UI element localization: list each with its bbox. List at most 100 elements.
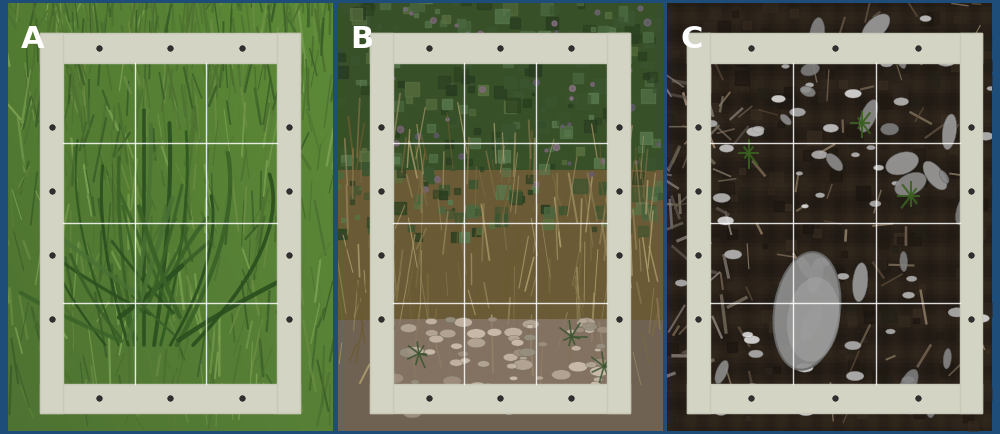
Ellipse shape — [713, 193, 730, 202]
Ellipse shape — [816, 193, 825, 197]
Ellipse shape — [978, 132, 993, 140]
Ellipse shape — [790, 108, 805, 116]
Bar — [687, 33, 982, 63]
Ellipse shape — [894, 98, 909, 105]
Ellipse shape — [384, 396, 396, 401]
Bar — [370, 384, 630, 414]
Ellipse shape — [586, 362, 597, 368]
Ellipse shape — [478, 361, 490, 367]
Ellipse shape — [451, 343, 462, 349]
Ellipse shape — [578, 402, 595, 411]
Ellipse shape — [886, 329, 895, 334]
Ellipse shape — [567, 329, 574, 333]
Ellipse shape — [773, 252, 840, 370]
Ellipse shape — [911, 392, 926, 399]
Ellipse shape — [400, 324, 417, 332]
Ellipse shape — [900, 251, 907, 272]
Ellipse shape — [987, 86, 995, 91]
Ellipse shape — [852, 55, 859, 59]
Ellipse shape — [467, 329, 486, 339]
Ellipse shape — [845, 89, 861, 98]
Ellipse shape — [407, 347, 424, 355]
Ellipse shape — [969, 156, 978, 161]
Ellipse shape — [900, 37, 913, 43]
Ellipse shape — [846, 372, 864, 381]
Ellipse shape — [371, 358, 390, 368]
Bar — [687, 33, 710, 414]
Ellipse shape — [809, 17, 825, 58]
Ellipse shape — [450, 359, 463, 366]
Ellipse shape — [826, 154, 843, 171]
Ellipse shape — [897, 369, 918, 402]
Ellipse shape — [385, 373, 404, 383]
Ellipse shape — [575, 327, 584, 332]
Bar — [40, 33, 300, 63]
Ellipse shape — [886, 152, 919, 175]
Ellipse shape — [920, 16, 931, 22]
Ellipse shape — [569, 399, 582, 405]
Ellipse shape — [403, 408, 421, 418]
Ellipse shape — [595, 372, 605, 378]
Ellipse shape — [937, 57, 955, 66]
Ellipse shape — [509, 376, 518, 381]
Ellipse shape — [472, 404, 484, 410]
Ellipse shape — [519, 348, 535, 357]
Ellipse shape — [695, 226, 706, 232]
Ellipse shape — [440, 329, 456, 338]
Text: B: B — [351, 25, 374, 54]
Ellipse shape — [504, 328, 523, 337]
Bar — [687, 384, 982, 414]
Ellipse shape — [896, 39, 913, 48]
Ellipse shape — [940, 33, 957, 43]
Ellipse shape — [939, 171, 949, 183]
Ellipse shape — [805, 83, 814, 87]
Ellipse shape — [798, 407, 814, 416]
Ellipse shape — [569, 393, 589, 403]
Ellipse shape — [845, 341, 861, 350]
Ellipse shape — [536, 376, 543, 380]
Ellipse shape — [747, 127, 764, 136]
Ellipse shape — [787, 277, 840, 362]
Ellipse shape — [724, 250, 742, 259]
Ellipse shape — [584, 386, 604, 396]
Ellipse shape — [568, 362, 588, 372]
Ellipse shape — [565, 390, 577, 396]
Ellipse shape — [443, 376, 462, 386]
Ellipse shape — [859, 100, 878, 132]
Ellipse shape — [519, 356, 527, 361]
Ellipse shape — [582, 323, 597, 331]
Ellipse shape — [483, 383, 493, 388]
Bar — [277, 33, 300, 414]
Ellipse shape — [458, 351, 468, 357]
Ellipse shape — [902, 377, 915, 383]
Ellipse shape — [596, 344, 606, 349]
Ellipse shape — [923, 161, 947, 190]
Ellipse shape — [454, 318, 472, 327]
Ellipse shape — [870, 201, 881, 207]
Ellipse shape — [955, 192, 973, 225]
Ellipse shape — [425, 330, 438, 336]
Ellipse shape — [796, 363, 813, 372]
Ellipse shape — [579, 319, 588, 323]
Ellipse shape — [719, 145, 734, 152]
Ellipse shape — [513, 360, 533, 370]
Ellipse shape — [906, 276, 917, 282]
Ellipse shape — [511, 339, 524, 346]
Ellipse shape — [801, 306, 822, 341]
Ellipse shape — [526, 325, 534, 329]
Ellipse shape — [507, 363, 517, 369]
Ellipse shape — [374, 326, 390, 333]
Text: A: A — [21, 25, 45, 54]
Ellipse shape — [608, 401, 617, 405]
Ellipse shape — [943, 349, 951, 369]
Ellipse shape — [881, 123, 899, 135]
Bar — [40, 33, 63, 414]
Ellipse shape — [552, 370, 571, 380]
Ellipse shape — [749, 350, 763, 358]
Ellipse shape — [796, 171, 803, 175]
Ellipse shape — [591, 381, 600, 386]
Ellipse shape — [524, 334, 536, 341]
Ellipse shape — [812, 151, 827, 159]
Ellipse shape — [946, 398, 955, 402]
Ellipse shape — [780, 114, 791, 125]
